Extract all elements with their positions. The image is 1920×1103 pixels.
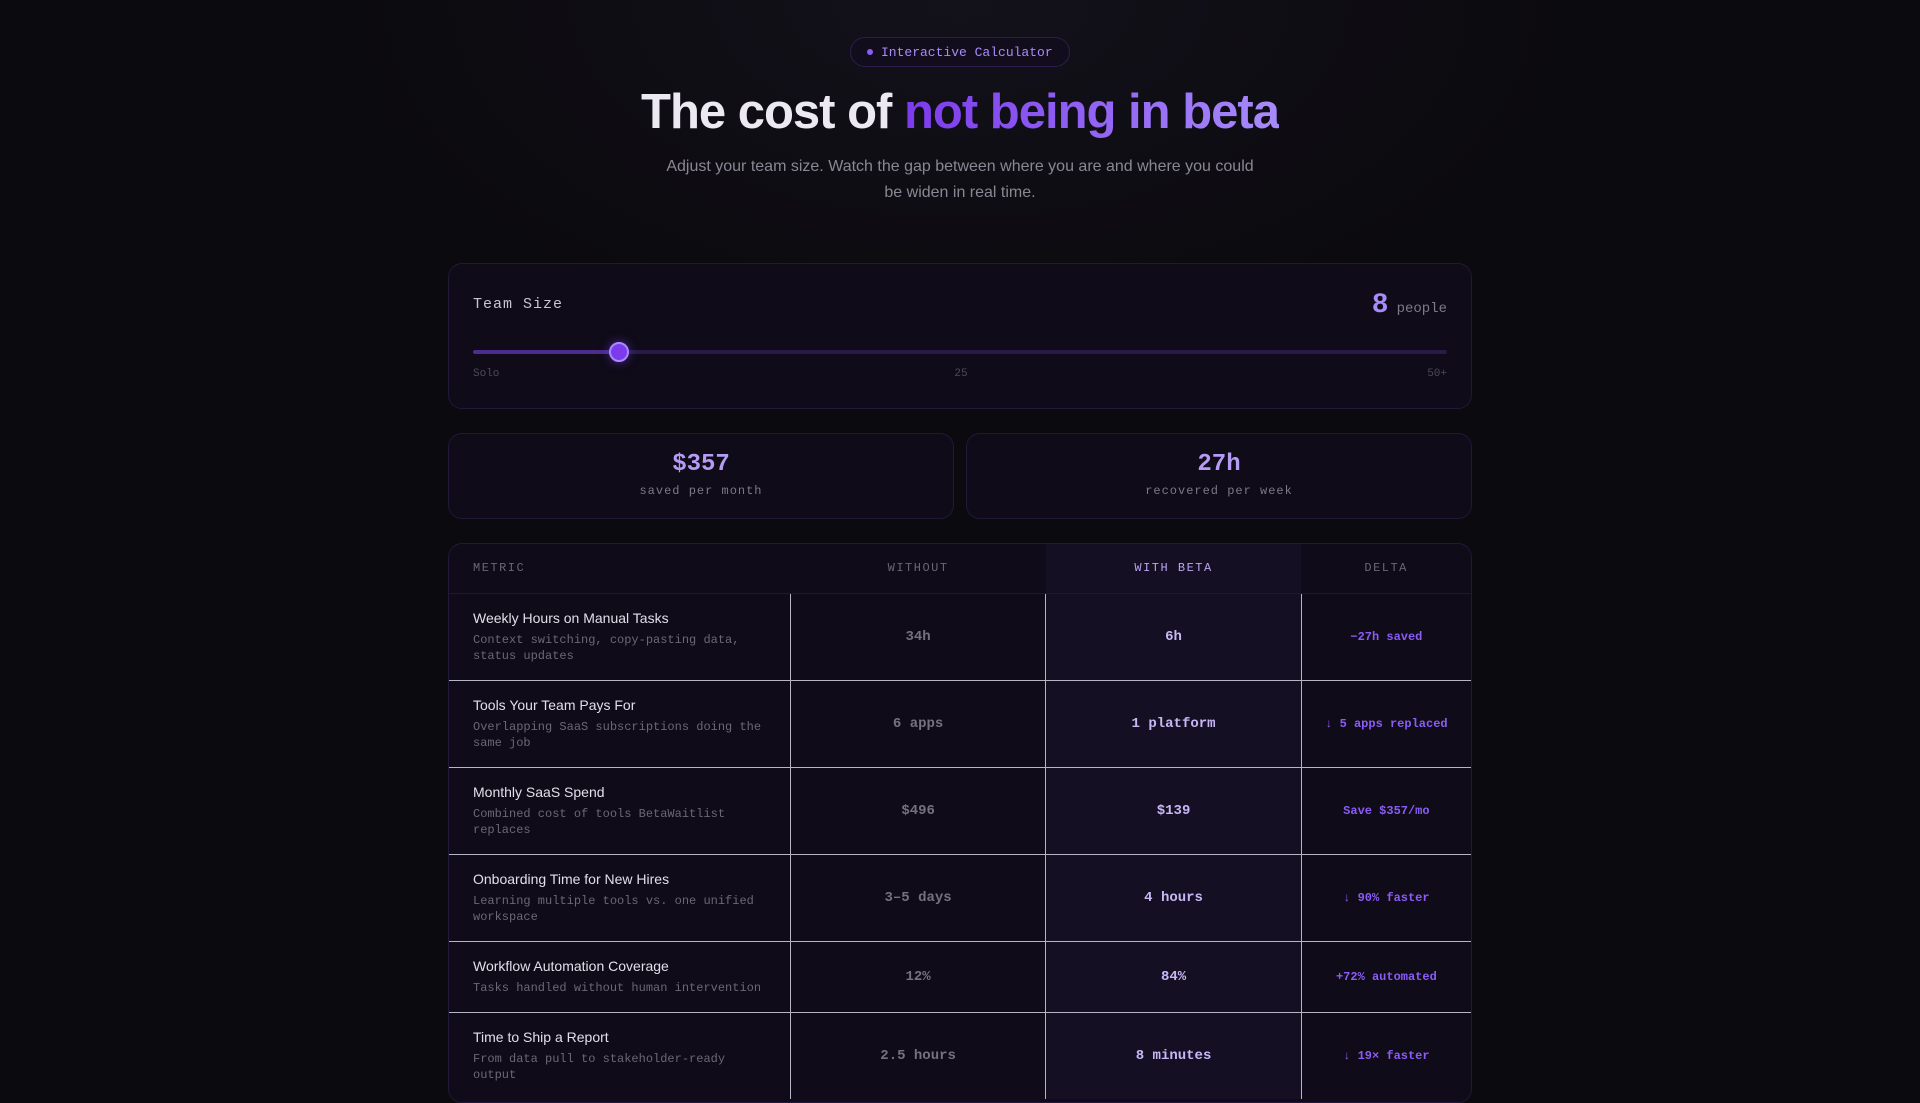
stat-card-hours: 27h recovered per week: [966, 433, 1472, 519]
metric-desc: From data pull to stakeholder-ready outp…: [473, 1051, 726, 1082]
delta-cell: +72% automated: [1301, 940, 1471, 1012]
without-cell: 12%: [790, 940, 1047, 1012]
metric-title: Tools Your Team Pays For: [473, 696, 636, 713]
delta-cell: Save $357/mo: [1301, 766, 1471, 854]
title-accent: not being in beta: [903, 85, 1280, 139]
title-part1: The cost of: [641, 85, 904, 139]
metric-title: Workflow Automation Coverage: [473, 957, 669, 974]
table-row: Monthly SaaS Spend Combined cost of tool…: [449, 766, 1471, 854]
stat-card-savings: $357 saved per month: [448, 433, 954, 519]
with-beta-cell: 8 minutes: [1045, 1011, 1302, 1099]
table-row: Workflow Automation Coverage Tasks handl…: [449, 940, 1471, 1012]
metric-cell: Workflow Automation Coverage Tasks handl…: [449, 940, 791, 1012]
table-row: Onboarding Time for New Hires Learning m…: [449, 853, 1471, 941]
scale-min-label: Solo: [473, 368, 500, 380]
header-without: WITHOUT: [790, 544, 1046, 594]
page-title: The cost of not being in beta: [0, 84, 1920, 140]
with-beta-cell: 4 hours: [1045, 853, 1302, 941]
metric-desc: Overlapping SaaS subscriptions doing the…: [473, 719, 762, 750]
comparison-table: METRIC WITHOUT WITH BETA DELTA Weekly Ho…: [449, 544, 1471, 1099]
with-beta-cell: 1 platform: [1045, 679, 1302, 767]
team-size-slider[interactable]: [473, 342, 1447, 362]
metric-cell: Tools Your Team Pays For Overlapping Saa…: [449, 679, 791, 767]
slider-fill: [473, 350, 620, 354]
scale-max-label: 50+: [1427, 368, 1447, 380]
stat-label: saved per month: [639, 484, 763, 498]
header-delta: DELTA: [1301, 544, 1471, 594]
calculator-badge: Interactive Calculator: [850, 37, 1070, 67]
metric-title: Time to Ship a Report: [473, 1028, 609, 1045]
with-beta-cell: $139: [1045, 766, 1302, 854]
stat-label: recovered per week: [1145, 484, 1293, 498]
stat-value: 27h: [1197, 451, 1241, 478]
metric-desc: Combined cost of tools BetaWaitlist repl…: [473, 806, 726, 837]
table-row: Weekly Hours on Manual Tasks Context swi…: [449, 593, 1471, 680]
without-cell: 6 apps: [790, 679, 1047, 767]
stat-value: $357: [672, 451, 730, 478]
table-header-row: METRIC WITHOUT WITH BETA DELTA: [449, 544, 1471, 594]
metric-title: Weekly Hours on Manual Tasks: [473, 609, 669, 626]
comparison-table-card: METRIC WITHOUT WITH BETA DELTA Weekly Ho…: [448, 543, 1472, 1103]
with-beta-cell: 6h: [1045, 593, 1302, 680]
without-cell: 2.5 hours: [790, 1011, 1047, 1099]
badge-label: Interactive Calculator: [881, 44, 1053, 60]
metric-title: Onboarding Time for New Hires: [473, 870, 670, 887]
metric-desc: Learning multiple tools vs. one unified …: [473, 893, 754, 924]
scale-mid-label: 25: [954, 368, 968, 380]
page-subtitle: Adjust your team size. Watch the gap bet…: [666, 158, 1254, 201]
delta-cell: −27h saved: [1350, 629, 1423, 644]
table-row: Time to Ship a Report From data pull to …: [449, 1011, 1471, 1099]
team-size-unit: people: [1396, 301, 1447, 317]
team-size-value: 8: [1371, 290, 1389, 321]
team-size-readout: 8 people: [1372, 290, 1447, 321]
delta-cell: ↓ 5 apps replaced: [1301, 679, 1471, 767]
metric-cell: Onboarding Time for New Hires Learning m…: [449, 853, 791, 941]
without-cell: 34h: [790, 593, 1047, 680]
badge-dot-icon: [867, 49, 873, 55]
header-metric: METRIC: [449, 544, 791, 594]
metric-cell: Weekly Hours on Manual Tasks Context swi…: [449, 593, 791, 680]
metric-title: Monthly SaaS Spend: [473, 783, 605, 800]
delta-cell: ↓ 19× faster: [1301, 1011, 1471, 1099]
slider-thumb[interactable]: [609, 342, 630, 362]
table-row: Tools Your Team Pays For Overlapping Saa…: [449, 679, 1471, 767]
metric-cell: Monthly SaaS Spend Combined cost of tool…: [449, 766, 791, 854]
with-beta-cell: 84%: [1045, 940, 1302, 1012]
delta-cell: ↓ 90% faster: [1301, 853, 1471, 941]
metric-desc: Tasks handled without human intervention: [473, 980, 762, 995]
team-size-card: Team Size 8 people Solo 25 50+: [448, 263, 1472, 409]
header-with-beta: WITH BETA: [1045, 544, 1302, 594]
without-cell: $496: [790, 766, 1047, 854]
without-cell: 3–5 days: [790, 853, 1047, 941]
metric-desc: Context switching, copy-pasting data, st…: [473, 632, 740, 663]
metric-cell: Time to Ship a Report From data pull to …: [449, 1011, 791, 1099]
team-size-label: Team Size: [473, 296, 564, 313]
